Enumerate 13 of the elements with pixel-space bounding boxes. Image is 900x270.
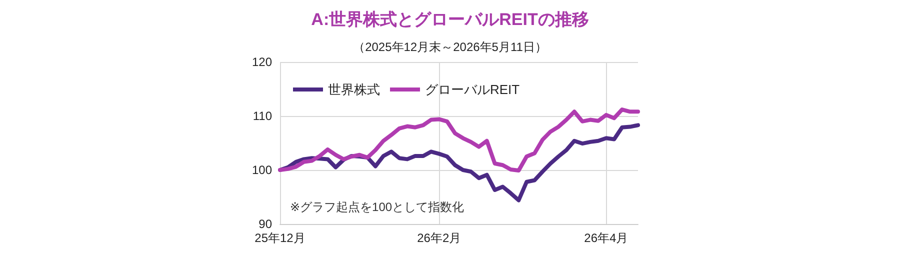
x-tick-label: 26年4月: [584, 231, 628, 245]
y-tick-label: 90: [258, 217, 272, 231]
y-tick-label: 100: [252, 163, 272, 177]
line-series: [278, 108, 640, 173]
legend-label: 世界株式: [328, 82, 380, 97]
annotation: ※グラフ起点を100として指数化: [290, 200, 464, 214]
x-tick-label: 26年2月: [417, 231, 462, 245]
chart-title: A:世界株式とグローバルREITの推移: [311, 10, 589, 29]
y-tick-label: 110: [252, 109, 272, 123]
y-tick-label: 120: [252, 55, 272, 69]
chart-subtitle: （2025年12月末～2026年5月11日）: [353, 40, 547, 54]
x-tick-label: 25年12月: [254, 231, 306, 245]
legend-label: グローバルREIT: [425, 82, 520, 97]
